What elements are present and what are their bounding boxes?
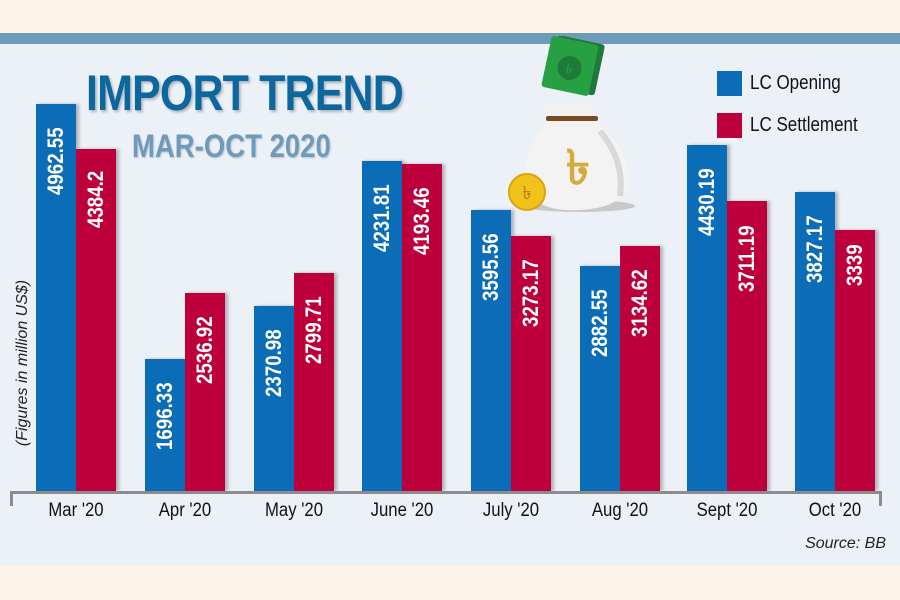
x-axis-tick-label: Apr '20 — [158, 500, 212, 521]
x-axis-end-left — [10, 491, 13, 506]
bar-lc-opening: 3595.56 — [471, 210, 511, 491]
bar-value-label: 4384.2 — [84, 170, 108, 228]
bottom-band — [0, 566, 900, 600]
x-axis-tick-label: June '20 — [370, 500, 434, 521]
bar-lc-settlement: 3339 — [835, 230, 875, 491]
bar-value-label: 2882.55 — [588, 288, 612, 357]
chart-legend: LC Opening LC Settlement — [717, 62, 877, 146]
x-axis-end-right — [879, 491, 882, 506]
header-strip — [0, 33, 900, 44]
bar-lc-settlement: 3273.17 — [511, 236, 551, 491]
bar-value-label: 4231.81 — [370, 183, 394, 252]
chart-title: IMPORT TREND — [86, 65, 404, 121]
bar-lc-opening: 4962.55 — [36, 104, 76, 491]
y-axis-label: (Figures in million US$) — [14, 279, 31, 447]
bar-value-label: 1696.33 — [153, 381, 177, 450]
bar-value-label: 2799.71 — [302, 295, 326, 364]
bar-value-label: 3595.56 — [479, 232, 503, 301]
legend-swatch-settlement — [717, 112, 742, 138]
bar-value-label: 4962.55 — [44, 126, 68, 195]
x-axis-tick-label: Sept '20 — [696, 500, 758, 521]
bar-lc-settlement: 2536.92 — [185, 293, 225, 491]
bar-value-label: 3273.17 — [519, 258, 543, 327]
bar-lc-opening: 2882.55 — [580, 266, 620, 491]
bar-lc-settlement: 2799.71 — [294, 273, 334, 491]
bar-lc-settlement: 3134.62 — [620, 246, 660, 491]
bar-value-label: 3711.19 — [735, 224, 759, 292]
bar-value-label: 2370.98 — [262, 328, 286, 397]
bar-lc-opening: 4231.81 — [362, 161, 402, 491]
bar-lc-opening: 3827.17 — [795, 192, 835, 491]
bar-lc-settlement: 4384.2 — [76, 149, 116, 491]
svg-text:৳: ৳ — [566, 140, 590, 196]
x-axis-tick-label: Aug '20 — [591, 500, 649, 521]
legend-label: LC Opening — [750, 71, 841, 94]
source-note: Source: BB — [805, 535, 886, 552]
chart-subtitle: MAR-OCT 2020 — [132, 128, 331, 164]
bar-value-label: 3339 — [843, 244, 867, 286]
money-bag-taka-icon: ৳ ৳ ৳ — [508, 36, 635, 212]
bar-lc-settlement: 3711.19 — [727, 201, 767, 491]
legend-swatch-opening — [717, 70, 742, 96]
bar-lc-opening: 4430.19 — [687, 145, 727, 491]
bar-value-label: 3134.62 — [628, 268, 652, 337]
bar-lc-settlement: 4193.46 — [402, 164, 442, 491]
svg-text:৳: ৳ — [564, 61, 574, 78]
legend-item-lc-opening: LC Opening — [717, 62, 877, 104]
x-axis-tick-label: Mar '20 — [48, 500, 104, 521]
legend-item-lc-settlement: LC Settlement — [717, 104, 877, 146]
svg-text:৳: ৳ — [523, 183, 532, 204]
x-axis-tick-label: July '20 — [482, 500, 540, 521]
x-axis-tick-label: May '20 — [264, 500, 324, 521]
x-axis-line — [10, 491, 882, 494]
bar-value-label: 3827.17 — [803, 214, 827, 283]
bar-value-label: 2536.92 — [193, 315, 217, 384]
bar-value-label: 4430.19 — [695, 167, 719, 236]
top-band — [0, 0, 900, 33]
bar-lc-opening: 1696.33 — [145, 359, 185, 491]
x-axis-tick-label: Oct '20 — [808, 500, 862, 521]
legend-label: LC Settlement — [750, 113, 858, 136]
bar-lc-opening: 2370.98 — [254, 306, 294, 491]
bar-value-label: 4193.46 — [410, 186, 434, 255]
